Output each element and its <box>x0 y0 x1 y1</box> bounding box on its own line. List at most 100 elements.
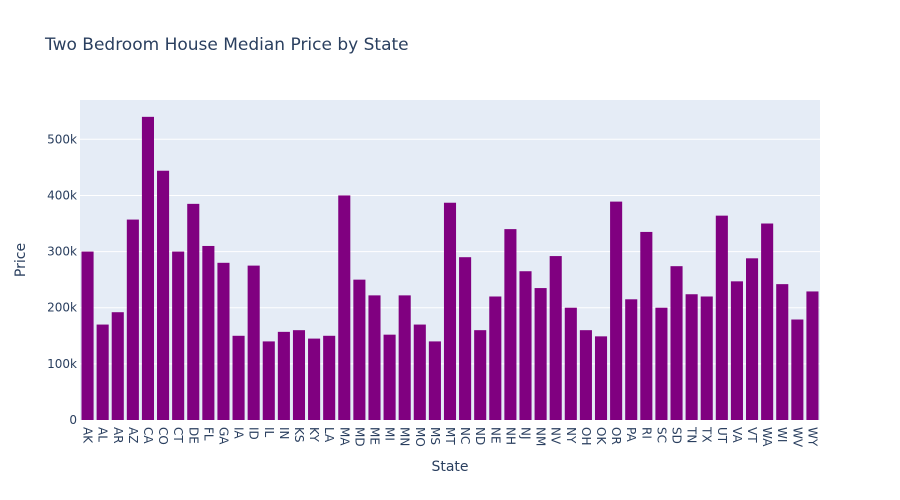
y-tick-label: 500k <box>47 132 77 146</box>
x-tick-label: VA <box>730 427 744 443</box>
bars <box>81 116 819 420</box>
bar-oh[interactable] <box>579 330 592 420</box>
x-tick-label: NY <box>564 427 578 444</box>
x-tick-label: ND <box>473 427 487 445</box>
bar-ia[interactable] <box>232 335 245 420</box>
bar-me[interactable] <box>368 295 381 420</box>
x-tick-label: MA <box>337 427 351 446</box>
x-tick-label: TN <box>685 426 699 443</box>
y-tick-label: 400k <box>47 188 77 202</box>
bar-nd[interactable] <box>474 330 487 420</box>
bar-mi[interactable] <box>383 334 396 420</box>
bar-de[interactable] <box>187 203 200 420</box>
x-tick-label: MI <box>383 427 397 441</box>
bar-ri[interactable] <box>640 231 653 420</box>
x-tick-label: AL <box>96 427 110 442</box>
x-axis-ticks: AK AL AR AZ CA CO CT DE FL GA IA ID IL IN KS KY LA MA MD ME… <box>81 426 820 448</box>
bar-vt[interactable] <box>746 258 759 420</box>
x-tick-label: NV <box>549 427 563 445</box>
x-tick-label: LA <box>322 427 336 443</box>
bar-ky[interactable] <box>308 338 321 420</box>
bar-va[interactable] <box>730 281 743 420</box>
x-tick-label: ID <box>247 427 261 440</box>
x-tick-label: NH <box>503 427 517 445</box>
bar-nc[interactable] <box>459 257 472 420</box>
x-tick-label: CT <box>171 427 185 443</box>
x-tick-label: UT <box>715 427 729 444</box>
bar-in[interactable] <box>277 331 290 420</box>
bar-sc[interactable] <box>655 307 668 420</box>
bar-md[interactable] <box>353 279 366 420</box>
x-tick-label: IA <box>232 427 246 440</box>
bar-or[interactable] <box>610 201 623 420</box>
bar-ks[interactable] <box>292 330 306 420</box>
x-tick-label: WA <box>760 427 774 447</box>
bar-az[interactable] <box>126 219 139 420</box>
bar-al[interactable] <box>96 324 109 420</box>
x-tick-label: PA <box>624 427 638 442</box>
x-tick-label: VT <box>745 427 759 443</box>
bar-mt[interactable] <box>443 202 457 420</box>
x-axis-title: State <box>431 459 468 475</box>
bar-ak[interactable] <box>81 251 94 420</box>
bar-nm[interactable] <box>534 288 547 420</box>
bar-nh[interactable] <box>504 229 517 420</box>
bar-ok[interactable] <box>594 336 608 420</box>
x-tick-label: MT <box>443 427 457 445</box>
bar-pa[interactable] <box>625 299 638 420</box>
x-tick-label: CA <box>141 427 155 444</box>
bar-ga[interactable] <box>217 262 230 420</box>
x-tick-label: RI <box>639 427 653 439</box>
bar-la[interactable] <box>323 335 336 420</box>
x-tick-label: MO <box>413 427 427 447</box>
bar-mo[interactable] <box>413 324 426 420</box>
x-tick-label: OH <box>579 427 593 445</box>
bar-nj[interactable] <box>519 271 532 420</box>
bar-wv[interactable] <box>791 319 804 420</box>
x-tick-label: KY <box>307 427 321 442</box>
y-tick-label: 200k <box>47 301 77 315</box>
x-tick-label: FL <box>201 427 215 441</box>
x-tick-label: IN <box>277 427 291 440</box>
x-tick-label: WY <box>805 427 819 447</box>
x-tick-label: MN <box>398 427 412 446</box>
x-tick-label: AK <box>81 427 95 444</box>
x-tick-label: NJ <box>519 427 533 440</box>
chart-title: Two Bedroom House Median Price by State <box>44 35 409 55</box>
bar-ny[interactable] <box>564 307 577 420</box>
bar-ar[interactable] <box>111 312 124 420</box>
x-tick-label: KS <box>292 427 306 443</box>
x-tick-label: OR <box>609 427 623 445</box>
y-axis-ticks: 0 100k 200k 300k 400k 500k <box>47 132 77 427</box>
bar-sd[interactable] <box>670 266 683 420</box>
bar-wy[interactable] <box>806 291 819 420</box>
x-tick-label: WV <box>790 427 804 448</box>
x-tick-label: ME <box>367 427 381 445</box>
bar-ct[interactable] <box>172 251 185 420</box>
bar-nv[interactable] <box>549 256 562 420</box>
bar-id[interactable] <box>247 265 260 420</box>
x-tick-label: NE <box>488 427 502 444</box>
bar-ca[interactable] <box>141 116 154 420</box>
x-tick-label: GA <box>216 427 230 445</box>
bar-il[interactable] <box>262 341 275 420</box>
bar-ne[interactable] <box>489 296 502 420</box>
y-tick-label: 100k <box>47 357 77 371</box>
x-tick-label: CO <box>156 427 170 445</box>
bar-ut[interactable] <box>715 215 728 420</box>
bar-mn[interactable] <box>398 295 411 420</box>
bar-ma[interactable] <box>338 195 351 420</box>
bar-ms[interactable] <box>428 341 441 420</box>
x-tick-label: MD <box>352 427 366 447</box>
bar-fl[interactable] <box>202 245 215 420</box>
bar-wi[interactable] <box>776 284 789 420</box>
x-tick-label: IL <box>262 427 276 438</box>
bar-wa[interactable] <box>761 223 774 420</box>
bar-tn[interactable] <box>685 294 698 420</box>
y-axis-title: Price <box>13 243 29 277</box>
x-tick-label: NC <box>458 427 472 444</box>
x-tick-label: TX <box>700 426 714 443</box>
bar-tx[interactable] <box>700 296 713 420</box>
bar-co[interactable] <box>157 170 170 420</box>
